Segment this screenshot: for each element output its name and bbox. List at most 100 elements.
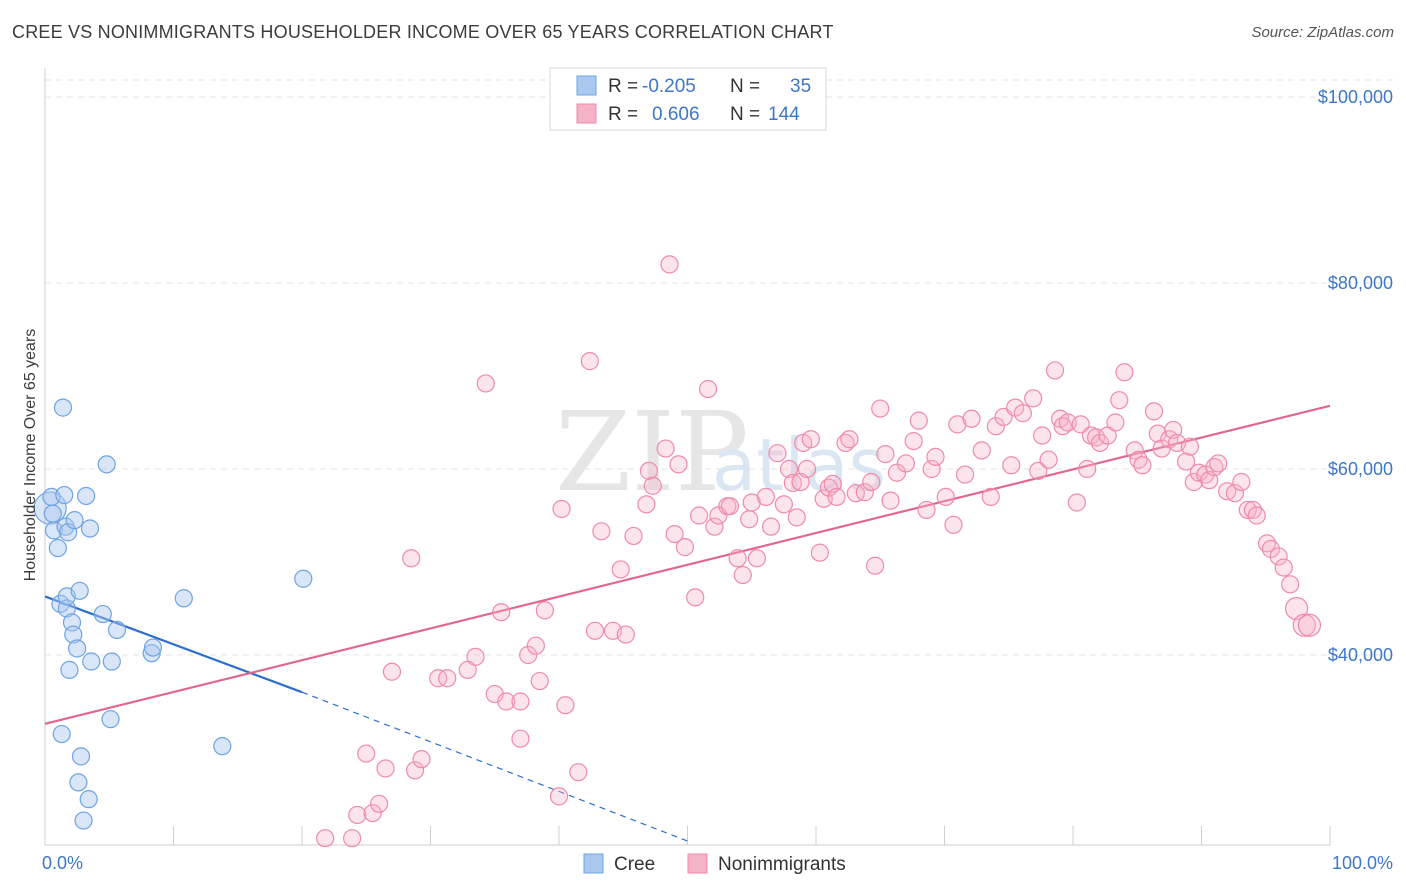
cree-point (142, 644, 161, 663)
legend-n-value: 144 (768, 104, 800, 125)
axes (44, 68, 1331, 846)
bottom-legend-swatch-nonimmigrants (687, 853, 708, 874)
nonimmigrants-point (382, 662, 402, 681)
nonimmigrants-point (556, 696, 575, 715)
nonimmigrants-point (1078, 459, 1097, 479)
cree-point (294, 569, 313, 588)
nonimmigrants-point (519, 645, 538, 665)
nonimmigrants-point (1029, 461, 1048, 480)
nonimmigrants-point (936, 487, 955, 506)
cree-point (97, 455, 116, 474)
nonimmigrants-point (616, 625, 635, 644)
nonimmigrants-point (1292, 613, 1316, 637)
nonimmigrants-point (316, 829, 335, 848)
nonimmigrants-point (1261, 539, 1280, 559)
nonimmigrants-point (896, 454, 916, 473)
nonimmigrants-point (624, 526, 643, 546)
top-legend: R = -0.205 N = 35 R = 0.606 N = 144 (549, 67, 827, 131)
nonimmigrants-point (412, 750, 431, 769)
legend-swatch-nonimmigrants (576, 103, 597, 124)
legend-n-label: N = (730, 76, 760, 97)
nonimmigrants-point (904, 432, 923, 451)
cree-point (68, 639, 87, 658)
nonimmigrants-point (686, 588, 705, 607)
legend-r-label: R = (608, 104, 638, 125)
legend-r-value: 0.606 (652, 104, 700, 125)
nonimmigrants-point (438, 669, 457, 688)
cree-point (174, 589, 193, 608)
bottom-legend: Cree Nonimmigrants (583, 853, 846, 875)
trend-lines (44, 404, 1331, 842)
chart-title: CREE VS NONIMMIGRANTS HOUSEHOLDER INCOME… (12, 22, 834, 42)
nonimmigrants-point (1071, 415, 1090, 434)
nonimmigrants-point (962, 409, 981, 428)
nonimmigrants-point (797, 459, 817, 479)
legend-r-value: -0.205 (642, 76, 696, 97)
nonimmigrants-point (698, 379, 718, 399)
nonimmigrants-point (801, 430, 820, 449)
nonimmigrants-point (376, 759, 395, 778)
nonimmigrants-point (1033, 426, 1052, 445)
cree-point (77, 486, 96, 506)
nonimmigrants-point (363, 803, 382, 823)
nonimmigrants-point (855, 483, 874, 502)
nonimmigrants-point (840, 430, 859, 449)
nonimmigrants-point (1045, 361, 1065, 380)
nonimmigrants-point (720, 497, 740, 516)
nonimmigrants-point (535, 601, 554, 620)
nonimmigrants-point (728, 549, 747, 568)
nonimmigrants-point (580, 352, 599, 371)
nonimmigrants-point (611, 560, 630, 579)
nonimmigrants-point (1176, 452, 1196, 471)
nonimmigrants-point (348, 805, 367, 825)
cree-point (52, 724, 71, 744)
nonimmigrants-point (955, 465, 975, 484)
nonimmigrants-point (1144, 402, 1164, 421)
cree-point (102, 652, 121, 671)
nonimmigrants-point (810, 543, 829, 562)
nonimmigrants-point (569, 763, 588, 782)
legend-n-value: 35 (790, 76, 811, 97)
y-tick-labels: $40,000 $60,000 $80,000 $100,000 (1318, 87, 1393, 665)
nonimmigrants-point (552, 499, 571, 519)
nonimmigrants-point (643, 476, 662, 495)
nonimmigrants-point (585, 621, 605, 640)
nonimmigrants-point (511, 692, 530, 711)
nonimmigrants-point (405, 761, 425, 780)
nonimmigrants-point (871, 399, 890, 418)
nonimmigrants-point (476, 374, 495, 393)
cree-point (107, 620, 127, 639)
nonimmigrants-point (1297, 613, 1322, 637)
nonimmigrants-point (1115, 363, 1134, 382)
cree-point (101, 710, 120, 729)
nonimmigrants-point (492, 603, 511, 622)
cree-point (74, 811, 93, 830)
nonimmigrants-point (526, 636, 545, 655)
nonimmigrants-point (876, 445, 895, 464)
bottom-legend-swatch-cree (583, 853, 604, 874)
cree-point (55, 485, 74, 505)
nonimmigrants-point (1039, 450, 1058, 469)
nonimmigrants-point (1180, 437, 1200, 456)
nonimmigrants-point (774, 495, 793, 514)
x-tick-label: 0.0% (42, 853, 83, 873)
nonimmigrants-point (497, 692, 516, 711)
cree-point (143, 638, 163, 657)
nonimmigrants-point (1247, 506, 1266, 525)
nonimmigrants-point (733, 565, 752, 585)
nonimmigrants-point (357, 744, 376, 763)
nonimmigrants-point (787, 508, 806, 527)
nonimmigrants-point (917, 500, 936, 520)
nonimmigrants-point (1148, 424, 1167, 443)
nonimmigrants-point (783, 473, 802, 493)
nonimmigrants-point (675, 538, 695, 557)
y-tick-label: $60,000 (1328, 459, 1393, 479)
cree-point (93, 604, 112, 624)
nonimmigrants-point (1013, 404, 1032, 423)
nonimmigrants-point (549, 787, 569, 806)
nonimmigrants-point (1274, 558, 1293, 577)
nonimmigrants-point (1133, 456, 1152, 475)
nonimmigrants-point (511, 729, 530, 748)
legend-swatch-cree (576, 75, 597, 96)
